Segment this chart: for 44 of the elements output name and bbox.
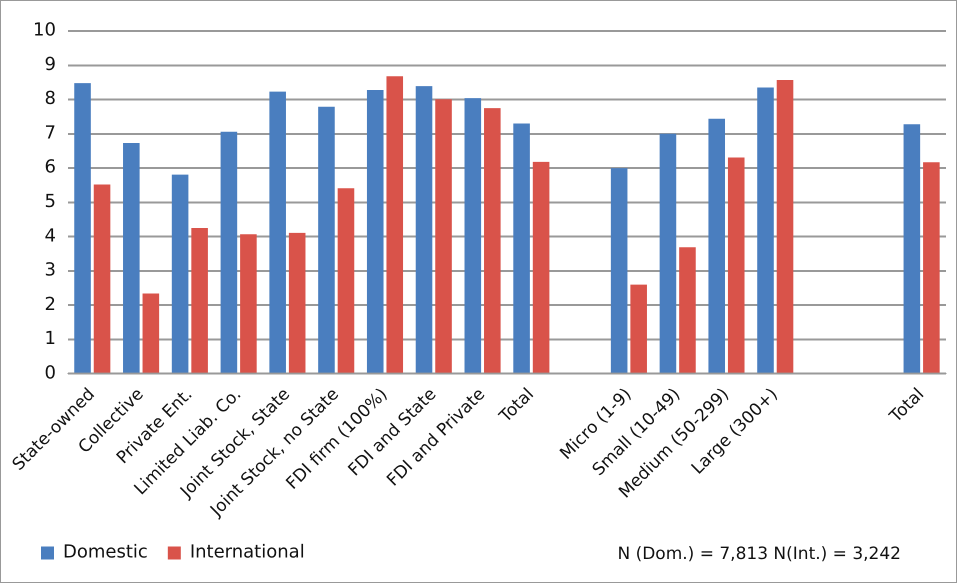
bar <box>435 99 452 373</box>
bar <box>610 168 628 373</box>
bar <box>708 118 726 373</box>
y-tick-label: 1 <box>44 328 56 350</box>
bar <box>220 132 238 373</box>
bar <box>776 80 794 373</box>
bar <box>757 88 774 373</box>
y-tick-label: 6 <box>44 156 56 178</box>
bar <box>660 134 676 373</box>
bar <box>338 188 354 373</box>
y-tick-label: 10 <box>33 20 56 41</box>
bar <box>172 174 188 373</box>
y-tick-label: 3 <box>44 260 56 281</box>
bar <box>923 162 940 373</box>
bar <box>532 162 550 373</box>
legend-label: Domestic <box>63 542 148 563</box>
bar <box>288 232 306 373</box>
bar <box>630 284 647 373</box>
bar <box>386 76 404 373</box>
bar <box>679 247 696 373</box>
legend-label: International <box>190 542 305 563</box>
y-tick-label: 0 <box>44 362 56 384</box>
bar <box>318 106 335 373</box>
y-tick-label: 4 <box>44 225 56 246</box>
bar <box>513 124 530 373</box>
bar <box>484 108 501 373</box>
y-tick-label: 8 <box>44 88 56 110</box>
y-tick-label: 9 <box>44 54 56 75</box>
bar <box>240 234 257 373</box>
bar <box>464 98 482 373</box>
y-tick-label: 2 <box>44 294 56 315</box>
bar <box>74 83 91 373</box>
bar <box>94 184 110 373</box>
bar <box>269 92 286 373</box>
text: N (Dom.) = 7,813 N(Int.) = 3,242 <box>617 544 901 564</box>
y-tick-label: 5 <box>44 191 56 212</box>
bar <box>728 157 745 373</box>
bar <box>904 124 920 373</box>
bar <box>142 293 160 373</box>
bar <box>366 90 384 373</box>
bar <box>123 143 140 373</box>
bar <box>191 228 208 373</box>
bar <box>416 86 432 373</box>
y-tick-label: 7 <box>44 122 56 144</box>
